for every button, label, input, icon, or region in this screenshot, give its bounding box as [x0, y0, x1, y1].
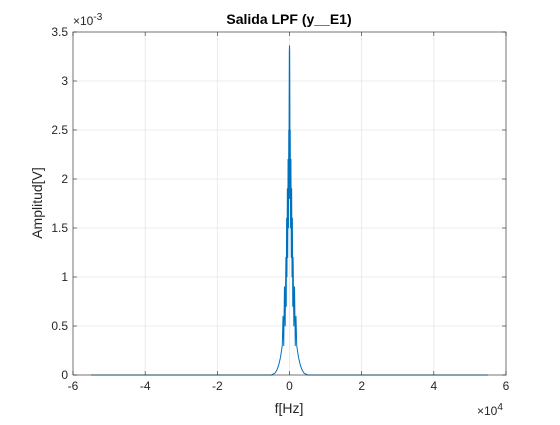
x-exponent-base: ×10 — [477, 404, 498, 418]
y-tick-label: 0.5 — [51, 319, 68, 333]
x-tick-label: 0 — [286, 379, 293, 393]
y-tick-label: 1.5 — [51, 221, 68, 235]
x-exponent: ×104 — [477, 402, 503, 418]
y-tick-label: 2 — [61, 172, 68, 186]
y-axis-label: Amplitud[V] — [29, 167, 45, 239]
chart-title: Salida LPF (y__E1) — [226, 11, 351, 27]
series-line-0 — [91, 45, 488, 376]
x-axis-label: f[Hz] — [275, 400, 304, 416]
x-tick-label: 2 — [358, 379, 365, 393]
svg-text:×104: ×104 — [477, 402, 503, 418]
x-tick-label: 6 — [503, 379, 510, 393]
y-tick-label: 3.5 — [51, 25, 68, 39]
y-tick-label: 1 — [61, 270, 68, 284]
y-tick-label: 3 — [61, 74, 68, 88]
x-tick-label: -4 — [140, 379, 151, 393]
svg-text:×10-3: ×10-3 — [73, 12, 103, 28]
x-exponent-power: 4 — [497, 402, 503, 413]
y-tick-label: 2.5 — [51, 123, 68, 137]
y-exponent-power: -3 — [93, 12, 102, 23]
y-tick-label: 0 — [61, 368, 68, 382]
series-layer — [91, 45, 488, 376]
tick-labels: -6 -4 -2 0 2 4 6 0 0.5 1 1.5 2 2.5 3 3.5 — [51, 25, 509, 393]
x-tick-label: -2 — [212, 379, 223, 393]
x-tick-label: 4 — [430, 379, 437, 393]
y-exponent-base: ×10 — [73, 14, 94, 28]
axis-ticks — [72, 31, 507, 376]
x-tick-label: -6 — [68, 379, 79, 393]
y-exponent: ×10-3 — [73, 12, 103, 28]
